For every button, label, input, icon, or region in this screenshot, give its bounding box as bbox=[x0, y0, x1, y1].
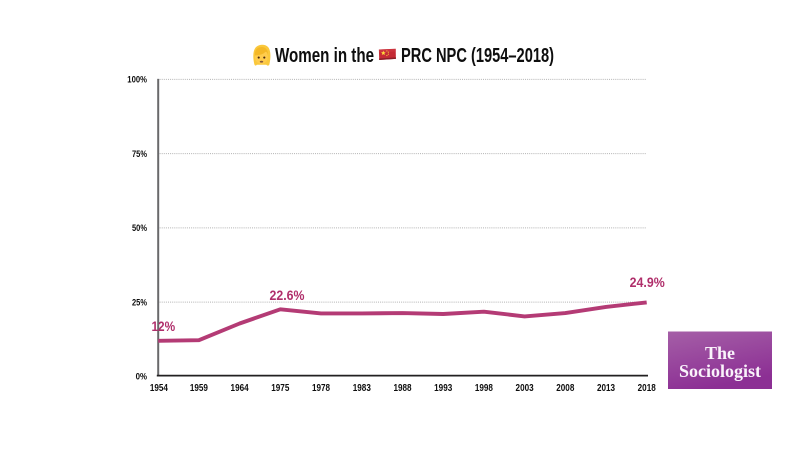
svg-text:1964: 1964 bbox=[231, 383, 249, 394]
svg-text:1988: 1988 bbox=[393, 383, 411, 394]
svg-text:2018: 2018 bbox=[638, 383, 656, 394]
svg-text:100%: 100% bbox=[127, 75, 147, 86]
svg-text:25%: 25% bbox=[132, 297, 147, 308]
svg-text:2003: 2003 bbox=[516, 383, 534, 394]
svg-text:1954: 1954 bbox=[150, 383, 168, 394]
svg-text:1975: 1975 bbox=[271, 383, 289, 394]
svg-text:Sociologist: Sociologist bbox=[679, 361, 761, 381]
svg-text:Women in the: Women in the bbox=[275, 45, 374, 67]
svg-text:PRC NPC (1954–2018): PRC NPC (1954–2018) bbox=[401, 45, 554, 67]
svg-text:24.9%: 24.9% bbox=[630, 274, 666, 290]
svg-text:1993: 1993 bbox=[434, 383, 452, 394]
svg-text:0%: 0% bbox=[136, 371, 148, 382]
svg-text:The: The bbox=[705, 343, 735, 363]
svg-text:1978: 1978 bbox=[312, 383, 330, 394]
svg-text:2013: 2013 bbox=[597, 383, 615, 394]
svg-text:2008: 2008 bbox=[556, 383, 574, 394]
svg-text:1959: 1959 bbox=[190, 383, 208, 394]
svg-text:50%: 50% bbox=[132, 223, 147, 234]
svg-text:22.6%: 22.6% bbox=[270, 287, 305, 303]
svg-text:12%: 12% bbox=[151, 318, 175, 334]
svg-text:1998: 1998 bbox=[475, 383, 493, 394]
svg-text:1983: 1983 bbox=[353, 383, 371, 394]
svg-text:75%: 75% bbox=[132, 149, 147, 160]
